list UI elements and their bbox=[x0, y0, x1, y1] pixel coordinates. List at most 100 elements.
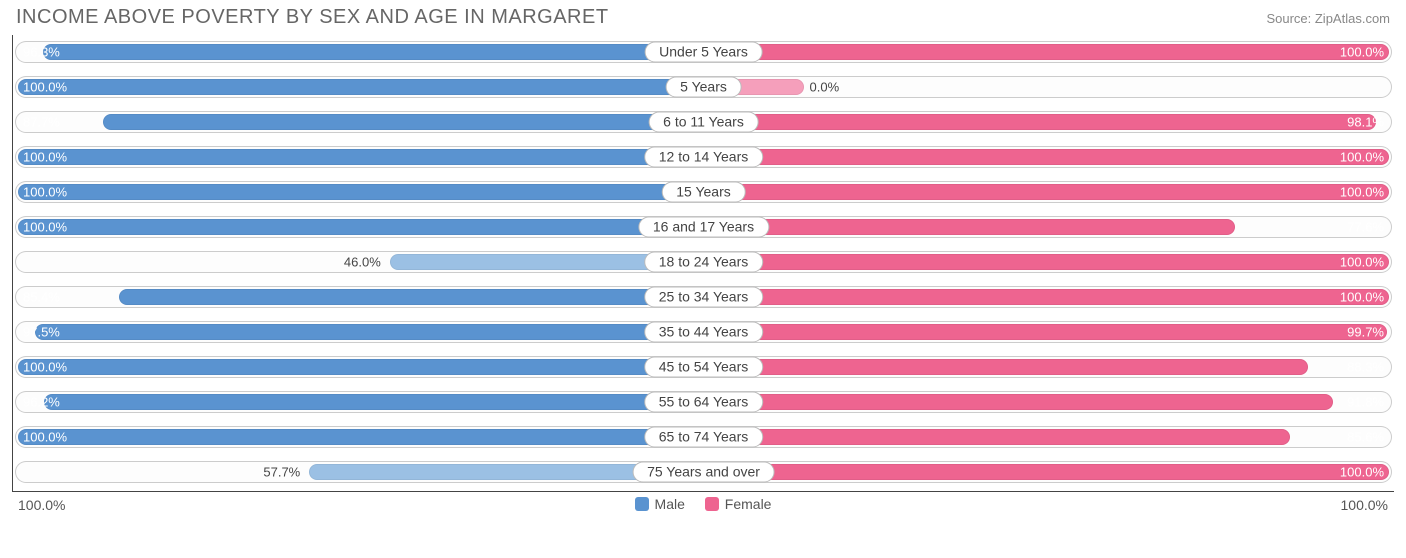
category-label: 15 Years bbox=[661, 182, 746, 203]
male-value-label: 97.5% bbox=[23, 325, 60, 340]
category-label: 75 Years and over bbox=[632, 462, 775, 483]
axis-label-left: 100.0% bbox=[18, 497, 65, 513]
female-value-label: 100.0% bbox=[1340, 290, 1384, 305]
male-half: 97.5% bbox=[15, 319, 704, 345]
category-label: 35 to 44 Years bbox=[644, 322, 764, 343]
male-half: 96.2% bbox=[15, 389, 704, 415]
chart-legend: Male Female bbox=[65, 496, 1340, 514]
female-bar bbox=[704, 324, 1387, 340]
female-bar bbox=[704, 429, 1290, 445]
chart-row: 85.4% 100.0% 25 to 34 Years bbox=[15, 284, 1392, 310]
female-half: 99.7% bbox=[704, 319, 1393, 345]
male-value-label: 96.3% bbox=[23, 45, 60, 60]
female-half: 100.0% bbox=[704, 284, 1393, 310]
male-value-label: 100.0% bbox=[23, 430, 67, 445]
chart-row: 100.0%88.3%45 to 54 Years bbox=[15, 354, 1392, 380]
female-bar bbox=[704, 394, 1333, 410]
male-half: 96.3% bbox=[15, 39, 704, 65]
female-bar bbox=[704, 184, 1390, 200]
female-half: 98.1% bbox=[704, 109, 1393, 135]
chart-row: 100.0% 85.6% 65 to 74 Years bbox=[15, 424, 1392, 450]
category-label: 6 to 11 Years bbox=[648, 112, 759, 133]
chart-container: INCOME ABOVE POVERTY BY SEX AND AGE IN M… bbox=[0, 0, 1406, 518]
male-bar bbox=[18, 429, 704, 445]
female-half: 91.8% bbox=[704, 389, 1393, 415]
chart-row: 96.3% 100.0% Under 5 Years bbox=[15, 39, 1392, 65]
female-value-label: 100.0% bbox=[1340, 45, 1384, 60]
male-value-label: 85.4% bbox=[23, 290, 60, 305]
female-value-label: 85.6% bbox=[1347, 430, 1384, 445]
female-half: 77.6% bbox=[704, 214, 1393, 240]
category-label: 12 to 14 Years bbox=[644, 147, 764, 168]
chart-row: 96.2% 91.8% 55 to 64 Years bbox=[15, 389, 1392, 415]
female-value-label: 100.0% bbox=[1340, 185, 1384, 200]
chart-row: 57.7% 100.0% 75 Years and over bbox=[15, 459, 1392, 485]
female-value-label: 88.3% bbox=[1347, 360, 1384, 375]
female-bar bbox=[704, 254, 1390, 270]
male-half: 87.7% bbox=[15, 109, 704, 135]
male-value-label: 57.7% bbox=[263, 465, 300, 480]
chart-source: Source: ZipAtlas.com bbox=[1266, 11, 1390, 26]
female-bar bbox=[704, 114, 1376, 130]
chart-row: 46.0%100.0%18 to 24 Years bbox=[15, 249, 1392, 275]
female-value-label: 91.8% bbox=[1347, 395, 1384, 410]
legend-item-female: Female bbox=[705, 496, 772, 512]
male-half: 100.0% bbox=[15, 74, 704, 100]
male-value-label: 100.0% bbox=[23, 80, 67, 95]
female-value-label: 100.0% bbox=[1340, 255, 1384, 270]
chart-row: 100.0%77.6%16 and 17 Years bbox=[15, 214, 1392, 240]
male-value-label: 46.0% bbox=[344, 255, 381, 270]
female-half: 85.6% bbox=[704, 424, 1393, 450]
male-value-label: 100.0% bbox=[23, 150, 67, 165]
female-half: 100.0% bbox=[704, 249, 1393, 275]
female-bar bbox=[704, 149, 1390, 165]
category-label: 45 to 54 Years bbox=[644, 357, 764, 378]
category-label: 16 and 17 Years bbox=[638, 217, 769, 238]
male-bar bbox=[18, 184, 704, 200]
female-value-label: 0.0% bbox=[810, 80, 840, 95]
male-value-label: 100.0% bbox=[23, 185, 67, 200]
female-value-label: 99.7% bbox=[1347, 325, 1384, 340]
legend-swatch-male bbox=[635, 497, 649, 511]
female-track bbox=[704, 76, 1393, 98]
legend-item-male: Male bbox=[635, 496, 685, 512]
chart-plot-area: 96.3% 100.0% Under 5 Years 100.0% 0.0% 5 Year… bbox=[12, 35, 1394, 492]
male-bar bbox=[18, 359, 704, 375]
chart-row: 97.5% 99.7% 35 to 44 Years bbox=[15, 319, 1392, 345]
female-bar bbox=[704, 219, 1235, 235]
male-half: 57.7% bbox=[15, 459, 704, 485]
category-label: 55 to 64 Years bbox=[644, 392, 764, 413]
male-bar bbox=[18, 219, 704, 235]
chart-footer: 100.0% Male Female 100.0% bbox=[12, 492, 1394, 514]
female-value-label: 100.0% bbox=[1340, 150, 1384, 165]
female-bar bbox=[704, 289, 1390, 305]
category-label: Under 5 Years bbox=[644, 42, 763, 63]
female-half: 88.3% bbox=[704, 354, 1393, 380]
female-half: 100.0% bbox=[704, 179, 1393, 205]
legend-swatch-female bbox=[705, 497, 719, 511]
female-half: 100.0% bbox=[704, 144, 1393, 170]
male-half: 46.0% bbox=[15, 249, 704, 275]
female-bar bbox=[704, 44, 1390, 60]
female-value-label: 100.0% bbox=[1340, 465, 1384, 480]
female-bar bbox=[704, 359, 1309, 375]
category-label: 25 to 34 Years bbox=[644, 287, 764, 308]
male-value-label: 87.7% bbox=[23, 115, 60, 130]
male-half: 85.4% bbox=[15, 284, 704, 310]
female-half: 100.0% bbox=[704, 459, 1393, 485]
male-value-label: 96.2% bbox=[23, 395, 60, 410]
category-label: 65 to 74 Years bbox=[644, 427, 764, 448]
male-half: 100.0% bbox=[15, 179, 704, 205]
male-bar bbox=[43, 44, 703, 60]
male-half: 100.0% bbox=[15, 144, 704, 170]
category-label: 5 Years bbox=[665, 77, 742, 98]
male-bar bbox=[103, 114, 704, 130]
female-half: 0.0% bbox=[704, 74, 1393, 100]
female-bar bbox=[704, 464, 1390, 480]
male-bar bbox=[18, 79, 704, 95]
male-bar bbox=[119, 289, 704, 305]
chart-row: 100.0% 100.0% 12 to 14 Years bbox=[15, 144, 1392, 170]
legend-label-female: Female bbox=[725, 496, 772, 512]
female-half: 100.0% bbox=[704, 39, 1393, 65]
male-bar bbox=[44, 394, 703, 410]
